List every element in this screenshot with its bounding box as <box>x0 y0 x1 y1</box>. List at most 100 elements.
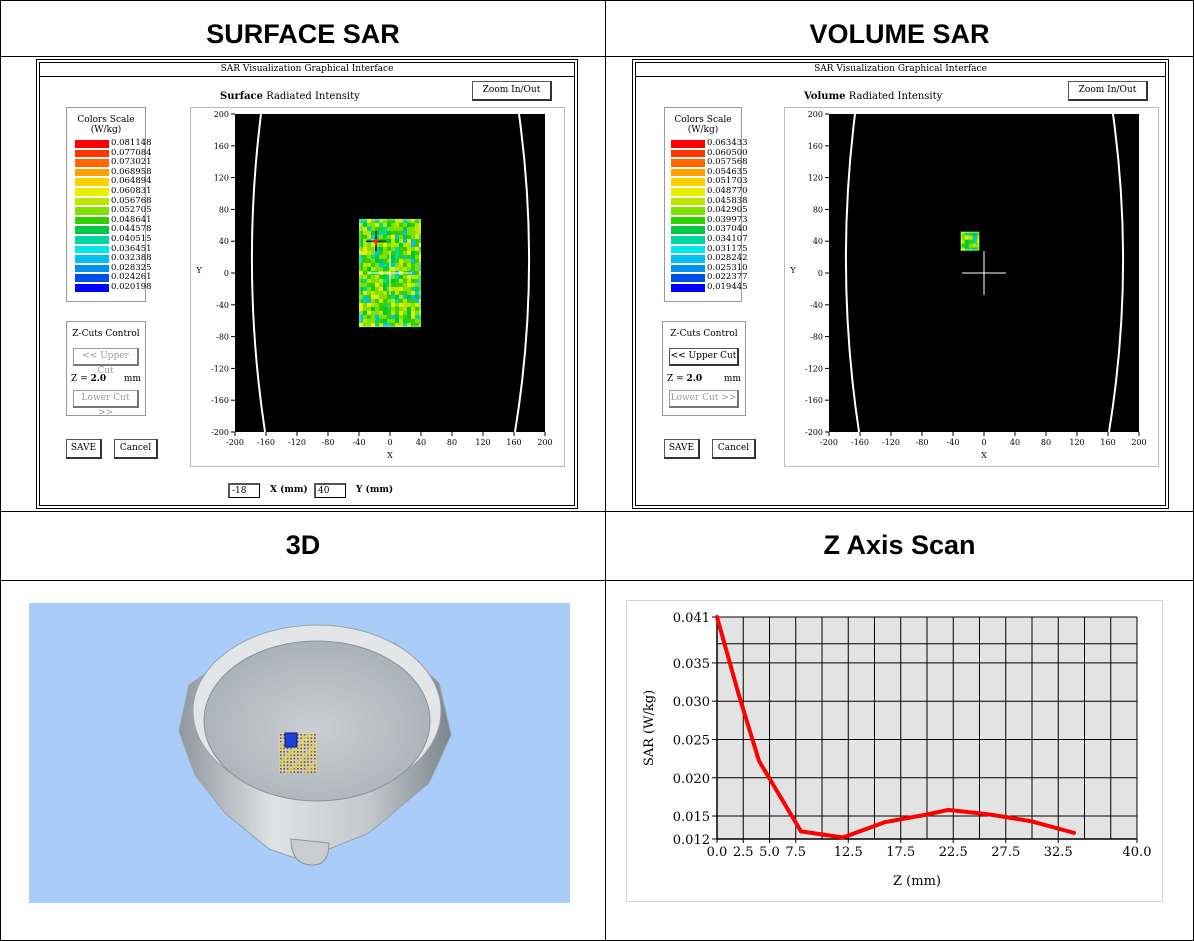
x-coordinate-label: X (mm) <box>270 485 308 495</box>
color-scale-value: 0.037040 <box>707 224 748 235</box>
x-tick-label: 0 <box>981 438 986 447</box>
x-tick-label: -160 <box>851 438 869 447</box>
zoom-in-out-button[interactable]: Zoom In/Out <box>472 81 552 101</box>
color-scale-row: 0.064894 <box>75 176 175 186</box>
plot-mode-label: Surface Radiated Intensity <box>220 91 360 102</box>
lower-cut-button[interactable]: Lower Cut >> <box>73 390 139 418</box>
color-scale-swatch <box>671 245 705 254</box>
color-scale-value: 0.048641 <box>111 214 152 225</box>
data-point <box>715 615 719 619</box>
cancel-button[interactable]: Cancel <box>712 439 756 459</box>
color-scale-value: 0.060500 <box>707 147 748 158</box>
y-tick-label: 0.035 <box>673 657 710 672</box>
color-scale-row: 0.063433 <box>671 138 771 148</box>
color-scale-row: 0.032388 <box>75 253 175 264</box>
probe-marker <box>284 732 298 748</box>
color-scale-row: 0.042905 <box>671 205 771 215</box>
zoom-in-out-button[interactable]: Zoom In/Out <box>1068 81 1148 101</box>
y-tick-label: -200 <box>805 428 823 437</box>
sar-hotspot-map <box>960 231 980 251</box>
color-scale-swatch <box>671 188 705 196</box>
color-scale-value: 0.044578 <box>111 224 152 235</box>
color-scale-row: 0.073021 <box>75 157 175 168</box>
y-axis-label: SAR (W/kg) <box>642 690 657 766</box>
z-value: 2.0 <box>90 374 107 384</box>
y-tick-label: 80 <box>219 205 229 214</box>
z-value-readout: Z = 2.0 mm <box>71 374 143 384</box>
plot-mode-word: Volume <box>804 91 846 102</box>
color-scale-row: 0.034107 <box>671 234 771 244</box>
color-scale-swatch <box>75 159 109 167</box>
color-scale-value: 0.081148 <box>111 138 152 148</box>
save-button[interactable]: SAVE <box>664 439 700 459</box>
color-scale-row: 0.048770 <box>671 186 771 196</box>
color-scale-swatch <box>671 264 705 273</box>
color-scale-row: 0.044578 <box>75 224 175 235</box>
cancel-button[interactable]: Cancel <box>114 439 158 459</box>
color-scale-row: 0.025310 <box>671 263 771 273</box>
lower-cut-button[interactable]: Lower Cut >> <box>669 390 739 408</box>
sar-surface-plot[interactable]: -200-200 -160 -160 -120 -120 -80 -80 -40 -40 0 0 40… <box>191 108 566 468</box>
color-scale-value: 0.040515 <box>111 234 152 244</box>
threed-view[interactable] <box>29 603 570 903</box>
x-tick-label: 12.5 <box>834 845 863 860</box>
color-scale-swatch <box>671 226 705 235</box>
data-point <box>925 812 929 817</box>
color-scale-value: 0.028242 <box>707 253 748 264</box>
y-tick-label: 40 <box>219 237 229 246</box>
phantom-outline-left <box>250 113 266 433</box>
upper-cut-button[interactable]: << Upper Cut <box>669 348 739 366</box>
y-tick-label: 80 <box>813 205 823 214</box>
scan-point-grid <box>279 732 317 773</box>
color-scale-swatch <box>671 207 705 215</box>
color-scale-swatch <box>75 264 109 273</box>
color-scale-row: 0.037040 <box>671 224 771 235</box>
color-scale-swatch <box>75 284 109 292</box>
x-tick-label: 32.5 <box>1044 845 1073 860</box>
color-scale-row: 0.054635 <box>671 167 771 177</box>
color-scale-row: 0.060831 <box>75 186 175 196</box>
y-coordinate-label: Y (mm) <box>356 485 394 495</box>
y-tick-label: -120 <box>805 364 823 373</box>
color-scale-row: 0.024261 <box>75 272 175 282</box>
data-point <box>1072 830 1076 835</box>
color-scale-row: 0.048641 <box>75 214 175 225</box>
y-tick-label: 0.030 <box>673 695 710 710</box>
sar-volume-plot[interactable]: -200-200 -160 -160 -120 -120 -80 -80 -40 -40 0 0 40… <box>785 108 1160 468</box>
y-tick-label: 160 <box>214 142 229 151</box>
y-coordinate-input[interactable]: 40 <box>314 483 346 498</box>
x-tick-label: -200 <box>226 438 244 447</box>
color-scale-row: 0.068958 <box>75 167 175 177</box>
y-tick-label: 120 <box>808 174 823 183</box>
peak-marker <box>373 238 379 244</box>
color-scale-row: 0.031175 <box>671 243 771 254</box>
color-scale-value: 0.032388 <box>111 253 152 264</box>
save-button[interactable]: SAVE <box>66 439 102 459</box>
x-tick-label: 160 <box>1100 438 1115 447</box>
plot-mode-rest: Radiated Intensity <box>848 91 943 102</box>
data-point <box>1030 819 1034 824</box>
window-title: SAR Visualization Graphical Interface <box>636 63 1165 77</box>
color-scale-row: 0.051703 <box>671 176 771 186</box>
x-coordinate-input[interactable]: -18 <box>228 483 260 498</box>
x-tick-label: -160 <box>257 438 275 447</box>
z-axis-scan-chart-frame: 0.041 0.035 0.030 0.025 0.020 0.015 0.012 0.0 2.… <box>626 600 1163 902</box>
volume-sar-window: SAR Visualization Graphical Interface Vo… <box>632 59 1169 509</box>
color-scale-swatch <box>671 159 705 167</box>
color-scale-swatch <box>75 140 109 148</box>
x-tick-label: 120 <box>1069 438 1084 447</box>
z-label: Z = <box>667 374 687 384</box>
x-tick-label: 0 <box>387 438 392 447</box>
upper-cut-button[interactable]: << Upper Cut <box>73 348 139 376</box>
color-scale-value: 0.028325 <box>111 262 152 273</box>
color-scale-value: 0.034107 <box>707 234 748 244</box>
phantom-outline-left <box>844 113 860 433</box>
y-tick-label: -80 <box>810 333 823 342</box>
color-scale-swatch <box>671 236 705 244</box>
color-scale-value: 0.073021 <box>111 157 152 168</box>
data-point <box>946 807 950 812</box>
z-value: 2.0 <box>686 374 703 384</box>
x-tick-label: 80 <box>447 438 457 447</box>
color-scale-value: 0.031175 <box>707 243 748 254</box>
